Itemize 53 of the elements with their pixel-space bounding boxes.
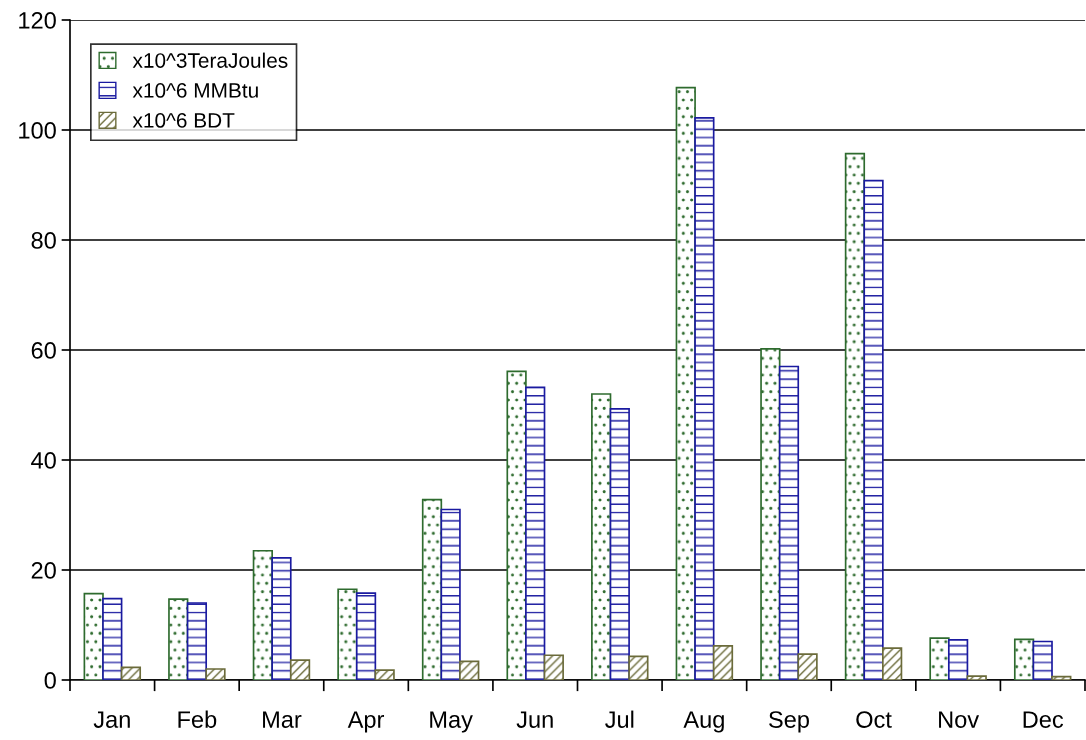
x-tick-label: Feb	[178, 710, 217, 728]
bar	[459, 660, 480, 680]
bar	[205, 668, 226, 680]
x-tick-label: Oct	[856, 711, 892, 728]
y-tick-label: 20	[31, 562, 56, 579]
legend-label: x10^6 BDT	[132, 113, 235, 128]
bar	[966, 675, 987, 680]
bar	[543, 654, 564, 680]
bar	[591, 393, 612, 680]
bar	[760, 348, 781, 680]
x-tick-label: Sep	[769, 711, 809, 733]
bar	[778, 365, 800, 680]
bar	[1013, 638, 1035, 680]
x-tick-label: Nov	[939, 711, 980, 728]
y-tick-label: 80	[31, 232, 56, 249]
bar	[882, 647, 903, 680]
x-tick-label: Mar	[263, 711, 302, 728]
x-tick-label: Apr	[347, 711, 385, 733]
legend-label: x10^3TeraJoules	[132, 52, 288, 68]
bar	[120, 666, 142, 680]
x-tick-label: Aug	[683, 711, 724, 733]
x-tick-label: Jun	[516, 711, 553, 728]
legend-label: x10^6 MMBtu	[132, 83, 258, 98]
bar	[797, 653, 818, 680]
x-tick-label: Jul	[605, 710, 634, 728]
y-tick-label: 40	[31, 452, 56, 469]
bar	[168, 598, 189, 680]
bar	[929, 637, 950, 680]
bar	[863, 179, 884, 680]
bar	[947, 639, 969, 680]
bar	[525, 386, 546, 680]
bar	[1051, 675, 1072, 680]
bar	[1032, 640, 1053, 680]
x-tick-label: Jan	[93, 711, 130, 728]
bar	[712, 645, 734, 680]
y-tick-label: 100	[19, 122, 56, 139]
bar	[374, 669, 395, 680]
y-tick-label: 60	[31, 342, 56, 359]
bar	[440, 508, 461, 680]
bar	[186, 602, 208, 680]
bar	[102, 597, 123, 680]
bar	[355, 592, 377, 680]
bar	[289, 659, 311, 680]
y-tick-label: 0	[44, 672, 56, 689]
x-tick-label: Dec	[1023, 711, 1064, 728]
x-tick-label: May	[430, 711, 473, 733]
bar	[694, 117, 715, 680]
bar	[628, 655, 649, 680]
bar	[271, 557, 292, 680]
y-tick-label: 120	[19, 12, 56, 29]
bar	[337, 588, 358, 680]
bar	[506, 370, 527, 680]
bar	[609, 408, 630, 680]
